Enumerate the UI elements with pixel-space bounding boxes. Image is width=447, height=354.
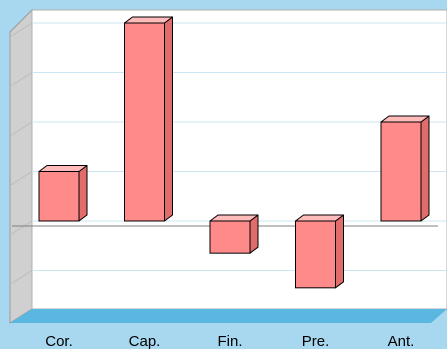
bar-top bbox=[124, 16, 173, 24]
bar-top bbox=[38, 165, 88, 172]
side-gridline bbox=[9, 121, 33, 137]
bar-side bbox=[335, 214, 344, 289]
side-gridline bbox=[9, 220, 33, 236]
x-tick-label: Cap. bbox=[129, 333, 161, 349]
bar-front bbox=[38, 171, 80, 222]
bar-side bbox=[78, 165, 88, 222]
bar-pre bbox=[295, 214, 344, 289]
x-axis-tick-labels: Cor. Cap. Fin. Pre. Ant. bbox=[45, 333, 415, 350]
bar-cor bbox=[38, 165, 88, 222]
plot-wall bbox=[31, 9, 447, 310]
side-gridline bbox=[9, 22, 33, 38]
gridlines bbox=[9, 22, 447, 285]
x-tick-label: Cor. bbox=[45, 333, 73, 349]
bar-top bbox=[295, 214, 344, 222]
bar-top bbox=[380, 115, 430, 123]
x-tick-label: Ant. bbox=[388, 333, 415, 349]
bar-side bbox=[420, 115, 430, 222]
side-gridline bbox=[9, 171, 33, 186]
bar-ant bbox=[380, 115, 430, 222]
chart-floor bbox=[10, 309, 447, 323]
left-wall bbox=[9, 8, 33, 324]
bar-side bbox=[249, 214, 259, 254]
bar-side bbox=[164, 16, 173, 222]
bar-front bbox=[124, 22, 165, 222]
bars bbox=[38, 16, 430, 289]
bar-front bbox=[295, 220, 336, 289]
x-tick-label: Pre. bbox=[302, 333, 330, 349]
x-tick-label: Fin. bbox=[217, 333, 242, 349]
bar-front bbox=[380, 121, 422, 222]
bar-cap bbox=[124, 16, 173, 222]
side-gridline bbox=[9, 72, 33, 87]
bar-fin bbox=[209, 214, 259, 254]
bar-top bbox=[209, 214, 259, 222]
bar-front bbox=[209, 220, 251, 254]
side-gridline bbox=[9, 270, 33, 285]
